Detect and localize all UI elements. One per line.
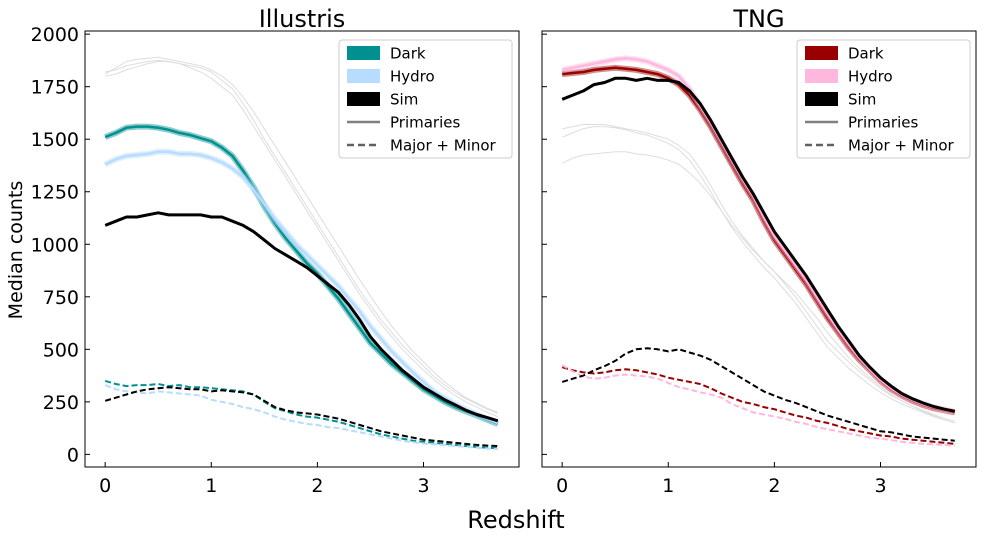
- panel-title: TNG: [732, 5, 784, 33]
- panel-illustris: Illustris Dark Hydro Sim Primaries Major + M…: [31, 5, 520, 497]
- legend: Dark Hydro Sim Primaries Major + Minor: [796, 39, 971, 159]
- legend-swatch-dark: [805, 46, 838, 60]
- series-line-other-panel-other-panel: [562, 126, 955, 424]
- legend-frame: [796, 39, 971, 159]
- plot-area: [561, 55, 956, 447]
- legend-label: Primaries: [848, 114, 918, 132]
- plot-frame: [541, 30, 977, 468]
- y-tick-label: 1500: [31, 129, 79, 151]
- legend-label: Dark: [848, 45, 884, 63]
- x-tick-label: 0: [556, 475, 568, 497]
- legend-label: Sim: [390, 91, 418, 109]
- series-line-hydro-primaries: [561, 57, 956, 413]
- panel-title: Illustris: [259, 5, 346, 33]
- legend-label: Major + Minor: [848, 137, 955, 155]
- plot-frame: [84, 30, 520, 468]
- y-tick-label: 500: [43, 339, 79, 361]
- x-tick-label: 3: [874, 475, 886, 497]
- panel-tng: TNG Dark Hydro Sim Primaries Major + Minor 0…: [541, 5, 977, 497]
- legend-label: Sim: [848, 91, 876, 109]
- legend-swatch-sim: [347, 92, 380, 106]
- plot-area: [103, 56, 499, 451]
- x-tick-label: 1: [662, 475, 674, 497]
- series-line-hydro-primaries: [104, 150, 499, 425]
- x-tick-label: 3: [417, 475, 429, 497]
- series-line-sim-primaries: [104, 211, 499, 423]
- series-line-other-panel-other-panel: [561, 151, 955, 424]
- series-line-sim-major-minor: [561, 347, 955, 442]
- series-line-dark-major-minor: [104, 379, 498, 450]
- y-tick-label: 2000: [31, 24, 79, 46]
- legend-swatch-dark: [347, 46, 380, 60]
- x-tick-label: 2: [768, 475, 780, 497]
- y-tick-label: 1250: [31, 182, 79, 204]
- y-axis-label: Median counts: [5, 181, 27, 320]
- y-tick-label: 1750: [31, 77, 79, 99]
- legend: Dark Hydro Sim Primaries Major + Minor: [338, 39, 513, 159]
- legend-frame: [338, 39, 513, 159]
- x-tick-label: 0: [99, 475, 111, 497]
- y-tick-label: 1000: [31, 234, 79, 256]
- x-axis-label: Redshift: [467, 506, 564, 534]
- legend-label: Dark: [390, 45, 426, 63]
- legend-swatch-hydro: [805, 69, 838, 83]
- series-line-sim-major-minor: [104, 386, 498, 447]
- series-line-hydro-major-minor: [561, 364, 955, 447]
- series-line-hydro-major-minor: [104, 384, 498, 451]
- series-line-dark-primaries: [104, 125, 499, 426]
- series-line-other-panel-other-panel: [104, 56, 498, 413]
- legend-swatch-sim: [805, 92, 838, 106]
- y-tick-label: 0: [67, 444, 79, 466]
- series-band-hydro: [103, 148, 499, 426]
- x-tick-label: 1: [205, 475, 217, 497]
- series-line-dark-major-minor: [561, 366, 955, 445]
- legend-swatch-hydro: [347, 69, 380, 83]
- x-tick-label: 2: [311, 475, 323, 497]
- legend-label: Major + Minor: [390, 137, 497, 155]
- legend-label: Hydro: [390, 68, 435, 86]
- series-line-other-panel-other-panel: [562, 124, 955, 422]
- y-tick-label: 250: [43, 392, 79, 414]
- series-line-sim-primaries: [561, 76, 956, 413]
- legend-label: Hydro: [848, 68, 893, 86]
- y-tick-label: 750: [43, 287, 79, 309]
- series-line-other-panel-other-panel: [105, 61, 498, 418]
- legend-label: Primaries: [390, 114, 460, 132]
- series-band-dark: [104, 123, 499, 427]
